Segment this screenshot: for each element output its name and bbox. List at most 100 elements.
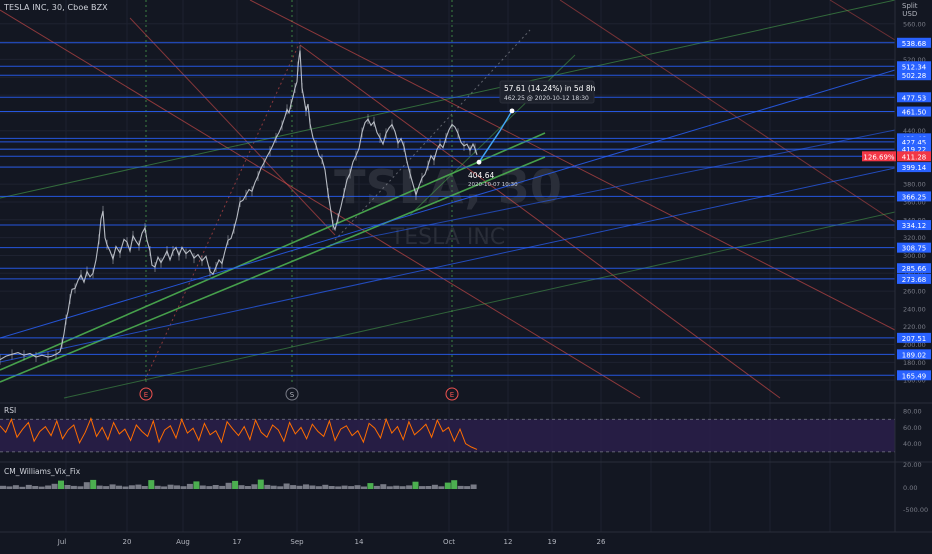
- level-tag: [897, 151, 931, 162]
- x-tick-label: 12: [504, 538, 513, 546]
- vix-bar: [199, 485, 206, 489]
- y-tick-label: 300.00: [903, 252, 926, 260]
- vix-bar: [116, 485, 122, 489]
- vix-bar: [122, 486, 129, 489]
- vix-bar: [464, 486, 471, 489]
- trend-line: [0, 69, 896, 339]
- level-tag-label: 334.12: [902, 222, 927, 230]
- vix-bar: [399, 486, 406, 489]
- vix-bar: [270, 485, 277, 489]
- trend-line: [0, 0, 896, 199]
- level-tag-label: 538.68: [902, 40, 927, 48]
- vix-bar: [238, 485, 245, 489]
- level-tag: [897, 61, 931, 72]
- projection-path: [478, 110, 513, 163]
- level-tag: [897, 370, 931, 381]
- split-text: Split: [902, 2, 918, 10]
- x-tick-label: 17: [233, 538, 242, 546]
- level-tag-label: 502.28: [902, 72, 927, 80]
- level-tag-label: 512.34: [902, 63, 927, 71]
- x-tick-label: 19: [548, 538, 557, 546]
- low-label: 404.64: [468, 171, 494, 180]
- level-tag-label: 461.50: [902, 109, 927, 117]
- y-tick-label: 260.00: [903, 288, 926, 296]
- level-tag: [897, 136, 931, 147]
- level-tag: [897, 92, 931, 103]
- horizontal-levels-layer: [0, 42, 895, 376]
- vix-bar: [161, 486, 168, 489]
- event-marker: [285, 387, 299, 401]
- annotation-layer: 57.61 (14.24%) in 5d 8h 462.25 @ 2020-10-…: [139, 80, 596, 401]
- vix-bar: [373, 485, 380, 489]
- vix-bar: [264, 484, 271, 489]
- vix-bar: [380, 484, 387, 489]
- event-marker-label: E: [144, 391, 148, 399]
- vix-bar: [219, 485, 226, 489]
- projection-sub: 462.25 @ 2020-10-12 18:30: [504, 95, 589, 102]
- trend-line: [249, 0, 896, 331]
- level-tag: [897, 242, 931, 253]
- level-tag: [897, 37, 931, 48]
- vix-bar: [45, 485, 52, 489]
- level-tag-label: 411.28: [902, 153, 927, 161]
- trend-line: [0, 167, 896, 363]
- vix-bar: [257, 479, 264, 489]
- symbol-header[interactable]: TESLA INC, 30, Cboe BZX: [4, 3, 108, 12]
- trend-line: [829, 0, 896, 41]
- rsi-series: [0, 417, 478, 450]
- vix-bar: [393, 485, 400, 489]
- vix-bar: [470, 484, 477, 489]
- vix-bar: [212, 485, 219, 489]
- x-tick-label: 20: [123, 538, 132, 546]
- x-tick-label: 14: [355, 538, 364, 546]
- vix-bar: [283, 483, 290, 489]
- y-tick-label: 320.00: [903, 234, 926, 242]
- vix-bar: [367, 483, 374, 489]
- level-tag: [897, 191, 931, 202]
- currency-label[interactable]: Split USD: [902, 2, 918, 18]
- vix-bar: [406, 485, 413, 489]
- usd-text: USD: [902, 10, 918, 18]
- trend-line: [0, 156, 546, 383]
- vix-bar: [6, 486, 13, 489]
- vix-bar: [328, 486, 335, 489]
- y-tick-label: 560.00: [903, 20, 926, 28]
- vix-bar: [96, 485, 103, 489]
- vix-bar: [354, 485, 361, 489]
- vix-bar: [12, 485, 19, 489]
- projection-point: [509, 108, 515, 114]
- level-tag: [897, 70, 931, 81]
- price-layer: [0, 45, 478, 365]
- vix-bar: [244, 486, 251, 489]
- x-tick-label: 26: [597, 538, 606, 546]
- vix-bar: [0, 485, 6, 489]
- rsi-pane: RSI: [0, 402, 932, 453]
- y-tick-label: 440.00: [903, 127, 926, 135]
- vix-bar: [186, 483, 193, 489]
- level-tag-label: 477.53: [902, 94, 927, 102]
- event-marker-label: E: [450, 391, 454, 399]
- vix-pane: CM_Williams_Vix_Fix: [0, 461, 932, 489]
- level-tag-label: 366.25: [902, 193, 927, 201]
- level-tag-label: 189.02: [902, 351, 927, 359]
- vix-bar: [225, 482, 232, 489]
- vix-bar: [193, 481, 200, 489]
- event-marker: [139, 387, 153, 401]
- vix-tick-label: 20.00: [903, 461, 922, 469]
- y-tick-label: 160.00: [903, 377, 926, 385]
- vix-tick-label: 0.00: [903, 484, 917, 492]
- level-tag: [897, 263, 931, 274]
- level-tag-label: 285.66: [902, 265, 927, 273]
- vix-bar: [277, 486, 284, 489]
- level-tag-label: 427.45: [902, 139, 927, 147]
- vix-bar: [70, 485, 77, 489]
- vix-bar: [438, 486, 445, 489]
- x-tick-label: Aug: [176, 538, 190, 546]
- vix-bar: [154, 485, 161, 489]
- vix-bar: [386, 486, 393, 489]
- vix-bar: [425, 486, 432, 489]
- event-marker: [445, 387, 459, 401]
